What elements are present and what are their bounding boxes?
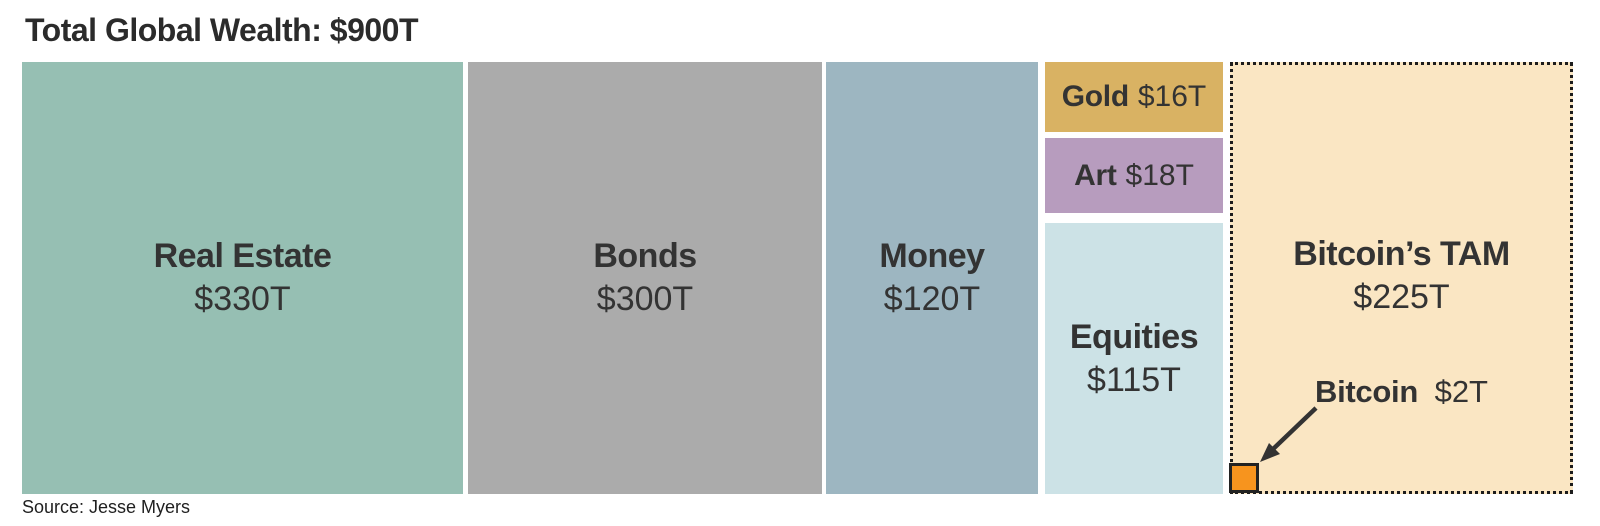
block-money-value: $120T bbox=[883, 280, 981, 318]
block-gold-value: $16T bbox=[1137, 80, 1207, 113]
block-gold: Gold $16T bbox=[1045, 62, 1223, 132]
bitcoin-annotation: Bitcoin $2T bbox=[1230, 374, 1573, 410]
block-art: Art $18T bbox=[1045, 138, 1223, 213]
block-real-estate-value: $330T bbox=[194, 280, 291, 318]
chart-title: Total Global Wealth: $900T bbox=[25, 12, 419, 48]
block-money: Money $120T bbox=[826, 62, 1038, 494]
block-gold-label: Gold bbox=[1061, 80, 1129, 113]
block-bonds: Bonds $300T bbox=[468, 62, 822, 494]
block-bonds-label: Bonds bbox=[593, 237, 697, 275]
block-bitcoin-tam-label: Bitcoin’s TAM bbox=[1293, 235, 1510, 273]
block-bonds-value: $300T bbox=[596, 280, 694, 318]
block-bitcoin-tam-value: $225T bbox=[1353, 278, 1450, 316]
bitcoin-square bbox=[1229, 463, 1259, 493]
block-real-estate: Real Estate $330T bbox=[22, 62, 463, 494]
bitcoin-annotation-label: Bitcoin bbox=[1315, 374, 1418, 409]
block-equities-value: $115T bbox=[1087, 360, 1181, 399]
block-art-label: Art bbox=[1074, 158, 1117, 192]
block-real-estate-label: Real Estate bbox=[153, 237, 332, 275]
arrow-down-left-icon bbox=[1260, 406, 1318, 462]
block-equities: Equities $115T bbox=[1045, 223, 1223, 494]
source-note: Source: Jesse Myers bbox=[22, 497, 191, 517]
block-bitcoin-tam: Bitcoin’s TAM $225T bbox=[1230, 62, 1573, 494]
block-art-value: $18T bbox=[1125, 158, 1194, 192]
block-equities-label: Equities bbox=[1069, 317, 1199, 356]
bitcoin-annotation-value: $2T bbox=[1434, 374, 1488, 409]
block-money-label: Money bbox=[879, 237, 985, 275]
